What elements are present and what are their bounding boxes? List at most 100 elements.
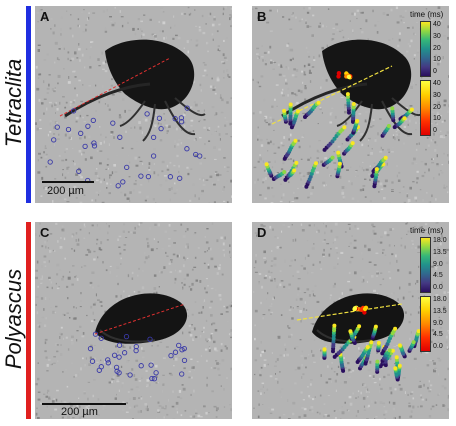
- noise-speck: [45, 356, 48, 359]
- noise-speck: [349, 260, 352, 264]
- noise-speck: [301, 177, 303, 180]
- noise-speck: [140, 397, 143, 400]
- noise-speck: [62, 96, 65, 98]
- noise-speck: [211, 323, 213, 326]
- noise-speck: [207, 339, 209, 342]
- noise-speck: [37, 77, 40, 79]
- noise-speck: [386, 233, 390, 237]
- noise-speck: [326, 44, 328, 47]
- colorbar-tick-label: 13.5: [433, 307, 447, 315]
- organism-body: [271, 39, 423, 142]
- noise-speck: [81, 335, 85, 338]
- noise-speck: [358, 113, 362, 115]
- panel-c: C 200 µm: [35, 222, 232, 419]
- noise-speck: [219, 298, 222, 301]
- noise-speck: [419, 380, 421, 382]
- noise-speck: [288, 287, 290, 289]
- noise-speck: [417, 252, 421, 253]
- noise-speck: [163, 416, 165, 419]
- noise-speck: [125, 237, 128, 238]
- noise-speck: [437, 6, 441, 9]
- noise-speck: [35, 233, 37, 236]
- noise-speck: [412, 181, 415, 183]
- noise-speck: [61, 225, 64, 228]
- noise-speck: [292, 307, 294, 309]
- noise-speck: [36, 407, 38, 409]
- noise-speck: [190, 376, 193, 379]
- noise-speck: [378, 236, 380, 238]
- particle-marker: [114, 368, 120, 374]
- noise-speck: [204, 235, 206, 238]
- noise-speck: [343, 195, 346, 199]
- noise-speck: [280, 64, 283, 68]
- noise-speck: [122, 230, 125, 233]
- background: [35, 6, 232, 203]
- noise-speck: [208, 347, 211, 350]
- noise-speck: [69, 101, 73, 103]
- noise-speck: [297, 89, 301, 92]
- noise-speck: [223, 70, 225, 74]
- noise-speck: [309, 409, 312, 411]
- noise-speck: [290, 306, 292, 309]
- noise-speck: [387, 373, 390, 376]
- noise-speck: [217, 363, 221, 365]
- noise-speck: [340, 418, 342, 419]
- noise-speck: [46, 363, 49, 367]
- noise-speck: [108, 143, 110, 146]
- noise-speck: [392, 292, 395, 295]
- noise-speck: [411, 239, 414, 242]
- noise-speck: [220, 111, 224, 114]
- noise-speck: [447, 36, 449, 40]
- particle-marker: [158, 125, 164, 132]
- noise-speck: [128, 406, 132, 409]
- noise-speck: [68, 192, 70, 195]
- noise-speck: [257, 160, 260, 163]
- noise-speck: [216, 110, 218, 114]
- noise-speck: [62, 169, 64, 171]
- noise-speck: [116, 381, 120, 383]
- noise-speck: [194, 301, 197, 303]
- noise-speck: [191, 313, 194, 316]
- noise-speck: [56, 122, 58, 124]
- particle-marker: [105, 360, 111, 366]
- noise-speck: [300, 391, 303, 394]
- noise-speck: [391, 181, 394, 184]
- noise-speck: [82, 151, 85, 154]
- noise-speck: [56, 138, 60, 140]
- colorbar-tick-label: 0.0: [433, 284, 443, 291]
- noise-speck: [434, 149, 437, 152]
- noise-speck: [396, 174, 398, 178]
- noise-speck: [279, 200, 283, 203]
- noise-speck: [432, 254, 436, 257]
- noise-speck: [160, 123, 162, 126]
- noise-speck: [211, 106, 215, 109]
- noise-speck: [310, 192, 313, 195]
- noise-speck: [214, 171, 218, 173]
- noise-speck: [193, 233, 196, 236]
- noise-speck: [173, 357, 175, 361]
- noise-speck: [282, 94, 285, 97]
- noise-speck: [414, 33, 417, 35]
- noise-speck: [271, 352, 273, 354]
- noise-speck: [129, 191, 132, 194]
- noise-speck: [348, 140, 350, 143]
- noise-speck: [313, 243, 315, 245]
- noise-speck: [327, 414, 330, 417]
- noise-speck: [372, 375, 375, 378]
- noise-speck: [214, 265, 217, 268]
- noise-speck: [430, 378, 433, 380]
- noise-speck: [399, 387, 403, 391]
- noise-speck: [280, 280, 284, 282]
- trajectory-point: [336, 150, 341, 155]
- noise-speck: [359, 28, 362, 30]
- noise-speck: [157, 409, 160, 413]
- noise-speck: [297, 278, 301, 280]
- noise-speck: [260, 75, 264, 78]
- noise-speck: [60, 33, 62, 36]
- noise-speck: [50, 363, 52, 365]
- noise-speck: [43, 308, 45, 311]
- noise-speck: [392, 401, 396, 405]
- noise-speck: [46, 240, 48, 242]
- noise-speck: [447, 110, 449, 114]
- noise-speck: [364, 178, 367, 180]
